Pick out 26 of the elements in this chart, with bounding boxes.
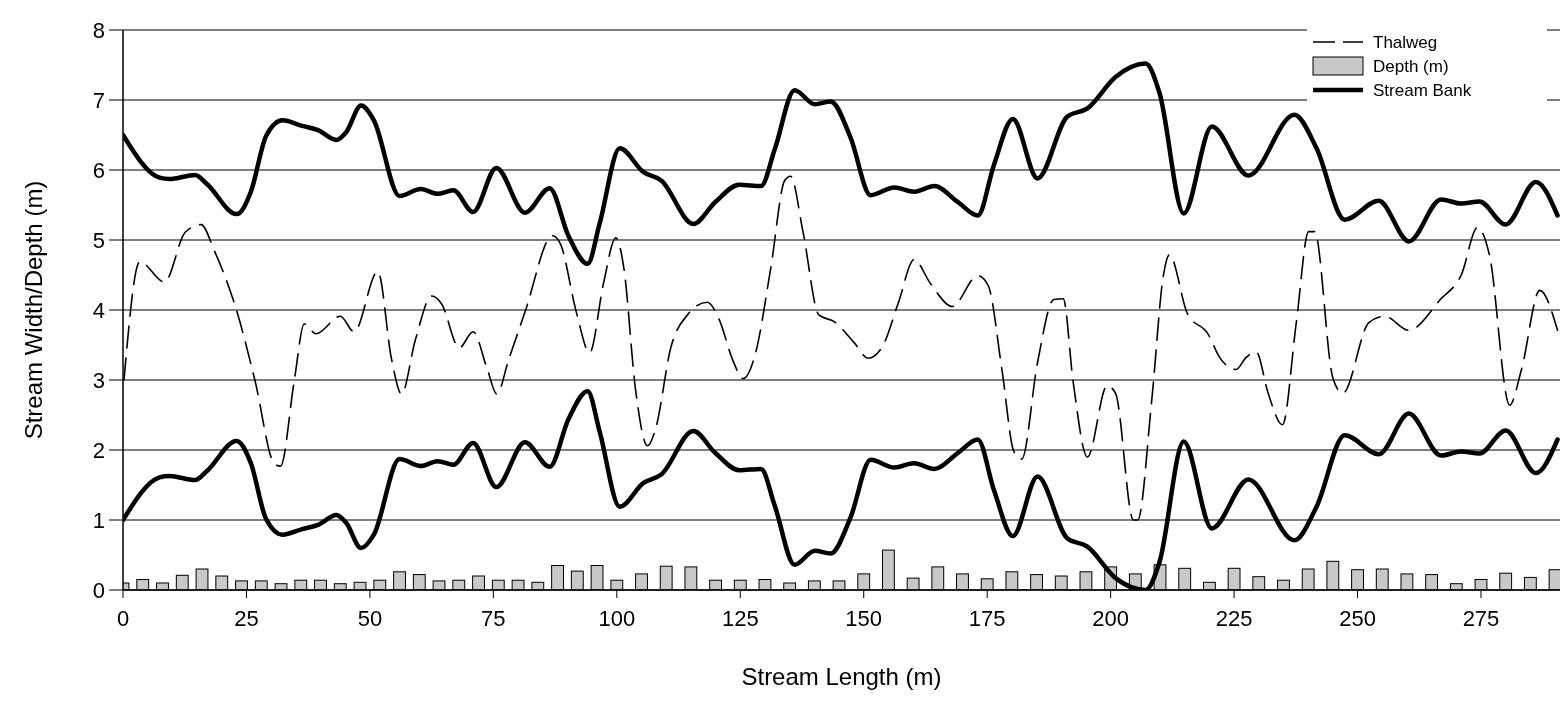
- y-tick-label: 5: [92, 227, 105, 253]
- x-tick-label: 125: [721, 606, 759, 631]
- x-tick-label: 225: [1215, 606, 1253, 631]
- y-axis-title: Stream Width/Depth (m): [20, 180, 47, 440]
- y-tick-label: 4: [92, 297, 105, 323]
- y-tick-label: 1: [92, 507, 105, 533]
- x-tick-label: 275: [1462, 606, 1500, 631]
- x-tick-label: 25: [234, 606, 259, 631]
- x-tick-label: 75: [481, 606, 506, 631]
- y-tick-label: 8: [92, 17, 105, 43]
- legend-label: Depth (m): [1373, 56, 1449, 76]
- x-tick-label: 50: [357, 606, 383, 631]
- x-tick-label: 200: [1092, 606, 1129, 631]
- x-tick-label: 0: [116, 606, 130, 631]
- y-tick-label: 6: [92, 157, 105, 183]
- y-tick-label: 0: [92, 577, 105, 603]
- x-tick-label: 250: [1339, 606, 1376, 631]
- x-tick-label: 100: [598, 606, 636, 631]
- y-tick-label: 7: [92, 87, 105, 113]
- legend-label: Stream Bank: [1373, 80, 1472, 100]
- x-tick-label: 150: [845, 606, 883, 631]
- legend-label: Thalweg: [1373, 32, 1438, 52]
- x-axis-title: Stream Length (m): [741, 663, 942, 690]
- x-tick-label: 175: [968, 606, 1006, 631]
- y-tick-label: 2: [92, 437, 105, 463]
- y-tick-label: 3: [92, 367, 105, 393]
